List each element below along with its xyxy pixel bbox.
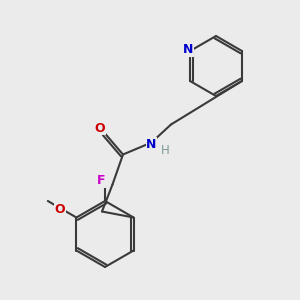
Text: H: H [160,143,169,157]
Text: F: F [97,174,106,188]
Text: O: O [94,122,105,135]
Text: N: N [146,137,157,151]
Text: N: N [183,43,194,56]
Text: O: O [54,203,65,216]
